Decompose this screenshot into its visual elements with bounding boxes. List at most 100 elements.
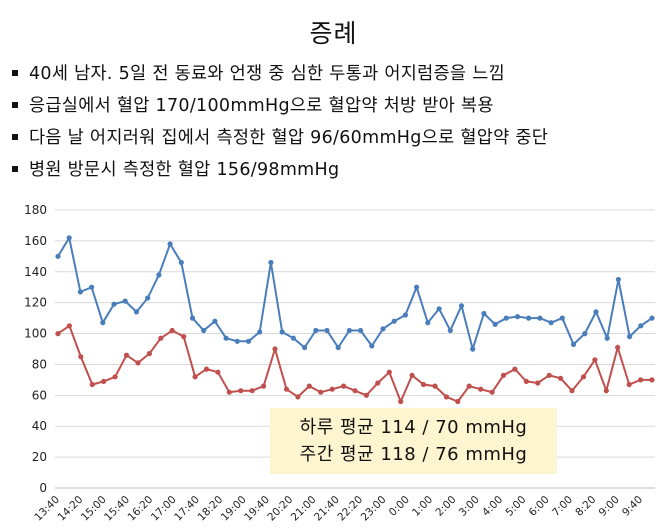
systolic-data-point (593, 309, 599, 315)
systolic-data-point (537, 315, 543, 321)
systolic-data-point (414, 284, 420, 290)
diastolic-data-point (123, 352, 130, 358)
x-tick-label: 17:40 (172, 494, 202, 524)
diastolic-data-point (615, 344, 621, 351)
x-tick-label: 3:00 (457, 494, 482, 519)
diastolic-data-point (466, 383, 472, 389)
average-bp-note: 하루 평균 114 / 70 mmHg 주간 평균 118 / 76 mmHg (270, 408, 557, 474)
diastolic-data-point (649, 377, 655, 383)
systolic-series-line (57, 235, 653, 353)
systolic-data-point (570, 341, 577, 347)
square-bullet-icon (12, 165, 18, 172)
systolic-data-point (649, 315, 655, 321)
square-bullet-icon (12, 69, 18, 76)
diastolic-data-point (203, 366, 210, 372)
x-tick-label: 22:20 (335, 494, 365, 524)
diastolic-data-point (169, 327, 175, 334)
x-tick-label: 21:00 (289, 494, 319, 524)
slide-title: 증례 (309, 19, 358, 48)
systolic-data-point (100, 320, 106, 326)
diastolic-data-point (386, 369, 392, 375)
x-tick-label: 13:40 (32, 494, 62, 524)
systolic-data-point (481, 310, 487, 317)
systolic-data-point (380, 326, 386, 332)
bullet-item: 응급실에서 혈압 170/100mmHg으로 혈압약 처방 받아 복용 (10, 90, 548, 122)
systolic-data-point (77, 289, 83, 295)
systolic-data-point (615, 276, 622, 283)
diastolic-data-point (249, 388, 255, 394)
diastolic-data-point (569, 388, 575, 394)
x-tick-label: 16:20 (126, 494, 156, 524)
systolic-data-point (447, 327, 453, 334)
bullet-text: 병원 방문시 측정한 혈압 156/98mmHg (29, 160, 340, 180)
diastolic-data-point (603, 388, 609, 394)
y-tick-label: 20 (32, 450, 47, 464)
x-tick-label: 2:00 (433, 494, 458, 519)
diastolic-data-point (455, 398, 461, 405)
bullet-item: 다음 날 어지러워 집에서 측정한 혈압 96/60mmHg으로 혈압약 중단 (10, 122, 548, 154)
y-tick-label: 180 (24, 203, 47, 217)
systolic-data-point (638, 323, 644, 329)
diastolic-data-point (181, 334, 187, 340)
systolic-data-point (257, 329, 263, 335)
y-tick-label: 80 (32, 357, 47, 371)
diastolic-data-point (478, 386, 484, 392)
diastolic-data-point (272, 346, 278, 352)
y-tick-label: 160 (24, 234, 47, 248)
systolic-data-point (313, 327, 319, 334)
x-tick-label: 19:40 (242, 494, 272, 524)
systolic-data-point (582, 331, 588, 337)
diastolic-data-point (523, 378, 529, 384)
systolic-data-point (302, 344, 308, 351)
systolic-data-point (167, 241, 173, 247)
diastolic-data-point (101, 378, 107, 384)
systolic-data-point (458, 303, 465, 309)
systolic-data-point (503, 315, 509, 321)
systolic-data-point (391, 318, 397, 324)
diastolic-data-point (363, 392, 369, 398)
x-tick-label: 20:20 (265, 494, 295, 524)
systolic-data-point (122, 298, 128, 304)
diastolic-data-point (215, 369, 221, 375)
x-tick-label: 7:00 (550, 494, 575, 519)
bullet-item: 40세 남자. 5일 전 동료와 언쟁 중 심한 두통과 어지럼증을 느낌 (10, 58, 548, 90)
case-bullet-list: 40세 남자. 5일 전 동료와 언쟁 중 심한 두통과 어지럼증을 느낌 응급… (10, 58, 548, 186)
y-tick-label: 140 (24, 265, 47, 279)
systolic-data-point (402, 312, 408, 318)
x-tick-label: 21:40 (312, 494, 342, 524)
diastolic-data-point (592, 357, 598, 363)
systolic-data-point (189, 315, 196, 321)
x-tick-label: 17:00 (149, 494, 179, 524)
x-tick-label: 15:00 (79, 494, 109, 524)
x-tick-label: 8:20 (573, 494, 598, 519)
diastolic-data-point (66, 323, 72, 329)
x-tick-label: 0:00 (387, 494, 412, 519)
diastolic-data-point (546, 372, 552, 378)
x-tick-label: 14:20 (56, 494, 86, 524)
weekly-average-text: 주간 평균 118 / 76 mmHg (299, 444, 528, 465)
systolic-data-point (133, 309, 140, 315)
systolic-data-point (548, 320, 554, 326)
diastolic-data-point (306, 383, 312, 389)
systolic-data-point (245, 338, 252, 344)
diastolic-data-point (432, 383, 438, 389)
x-tick-label: 18:20 (195, 494, 225, 524)
systolic-data-point (526, 315, 532, 321)
systolic-data-point (514, 314, 521, 320)
diastolic-data-point (158, 335, 164, 341)
y-tick-label: 120 (24, 296, 47, 310)
x-tick-label: 19:00 (219, 494, 249, 524)
diastolic-data-point (192, 374, 198, 380)
x-tick-label: 6:00 (527, 494, 552, 519)
systolic-data-point (627, 334, 633, 340)
diastolic-data-point (261, 383, 267, 389)
diastolic-data-point (329, 386, 335, 392)
x-tick-label: 9:00 (597, 494, 622, 519)
systolic-data-point (604, 335, 610, 341)
diastolic-data-point (352, 388, 358, 394)
diastolic-data-point (558, 375, 564, 381)
diastolic-data-point (238, 388, 244, 394)
diastolic-data-point (112, 374, 118, 380)
diastolic-data-point (512, 366, 518, 372)
y-tick-label: 0 (39, 481, 47, 495)
